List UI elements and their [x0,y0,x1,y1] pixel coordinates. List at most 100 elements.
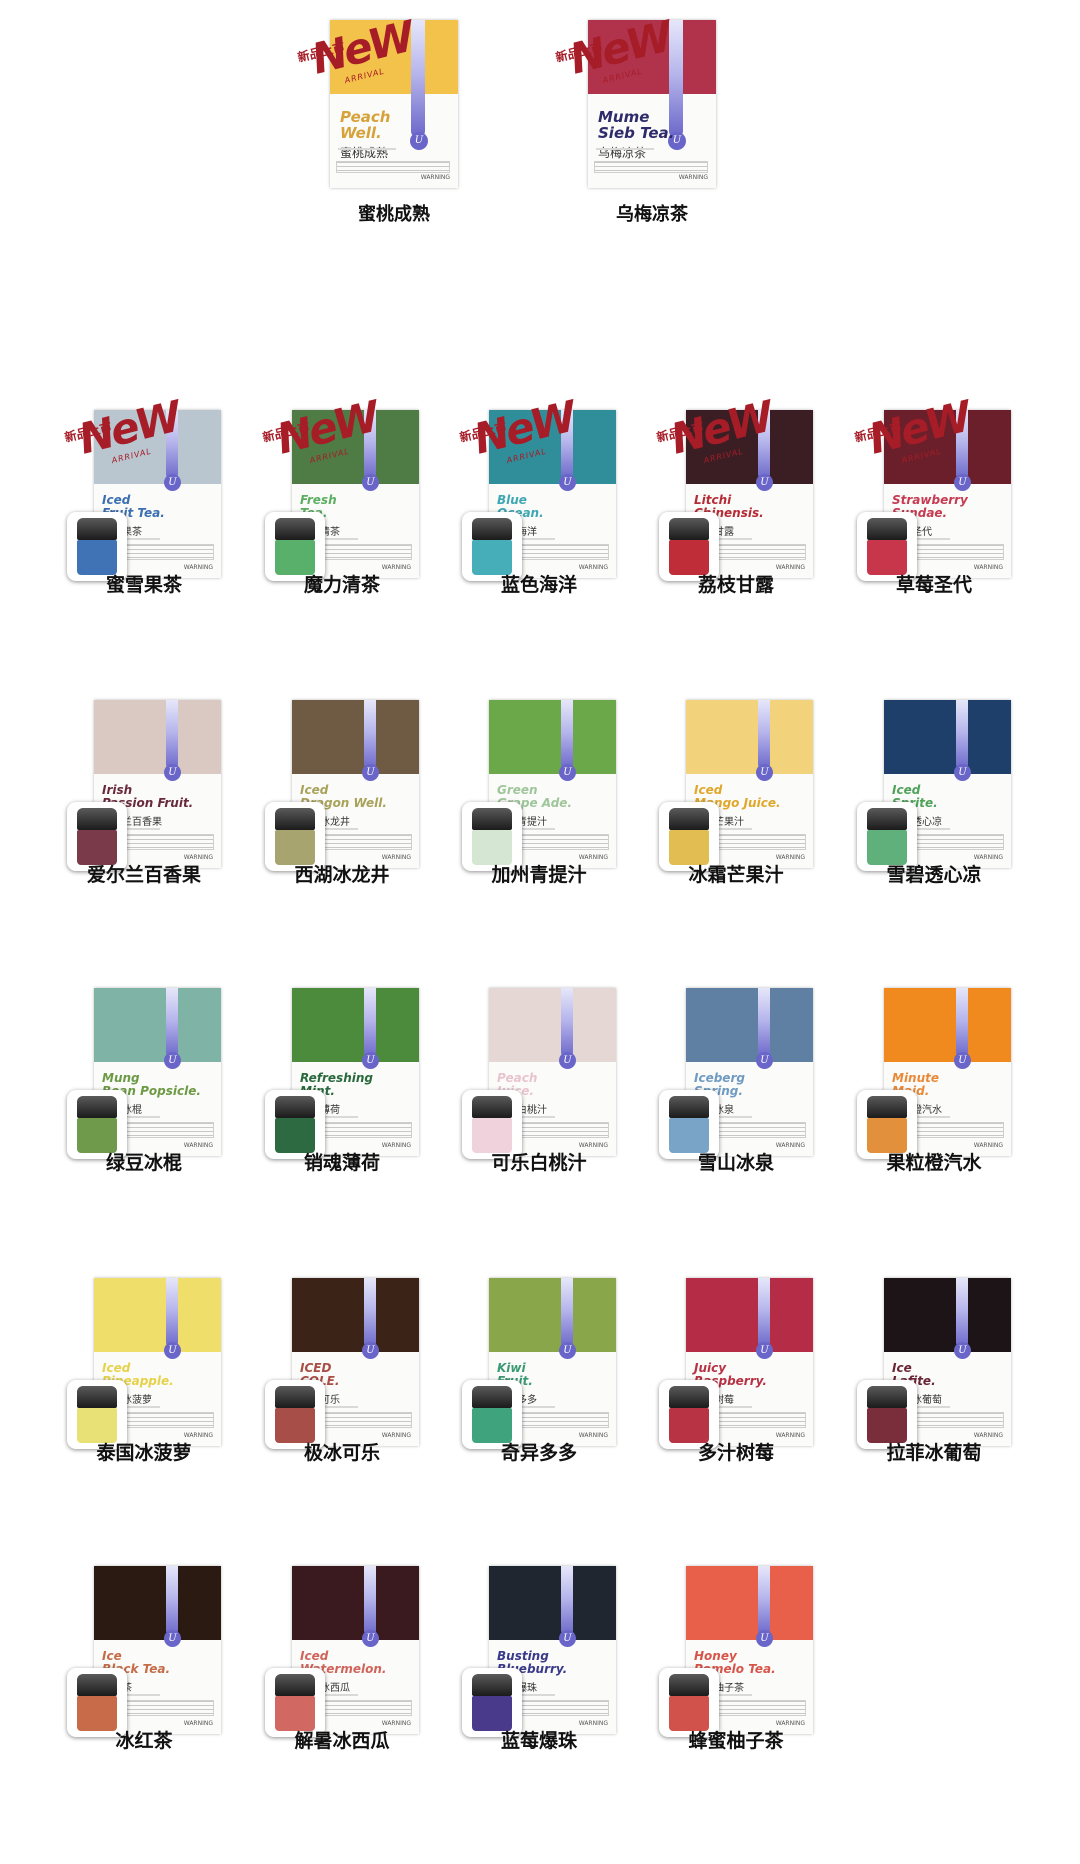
pod-body [275,1408,315,1443]
product-label: 爱尔兰百香果 [86,864,201,886]
product-english-name: Iced Mango Juice. [694,783,781,810]
product-chinese-name: 西湖冰龙井 [300,817,350,828]
product-tile[interactable]: U Ice Black Tea. 冰红茶 WARNING 冰红茶 [67,1566,221,1752]
product-photo [489,410,616,484]
brand-logo-icon: U [164,1342,181,1359]
product-tile[interactable]: U Peach Well. 蜜桃成熟 WARNING 蜜桃成熟 新品上市 NeW… [296,12,460,225]
warning-text: WARNING [678,174,708,181]
product-label: 销魂薄荷 [303,1152,380,1174]
product-tile[interactable]: U Strawberry Sundae. 草莓圣代 WARNING 草莓圣代 新… [853,392,1011,596]
warning-text: WARNING [973,854,1003,861]
product-tile[interactable]: U Litchi Chinensis. 荔枝甘露 WARNING 荔枝甘露 新品… [655,392,813,596]
brand-logo-icon: U [954,1342,971,1359]
product-tile[interactable]: U ICED COLE. 极冰可乐 WARNING 极冰可乐 [265,1278,419,1464]
warning-text: WARNING [578,854,608,861]
product-tile[interactable]: U Iced Watermelon. 解暑冰西瓜 WARNING 解暑冰西瓜 [265,1566,419,1752]
product-label: 雪碧透心凉 [886,864,982,886]
pod-body [669,1696,709,1731]
warning-textbox [594,161,708,173]
product-tile[interactable]: U Iced Mango Juice. 冰霜芒果汁 WARNING 冰霜芒果汁 [659,700,813,886]
product-label: 蜜桃成熟 [358,204,430,225]
product-tile[interactable]: U Iceberg Spring. 雪山冰泉 WARNING 雪山冰泉 [659,988,813,1174]
product-photo [588,20,716,94]
brand-logo-icon: U [559,1052,576,1069]
pod-cap [669,1674,709,1696]
product-english-name: Mume Sieb Tea. [598,108,675,142]
product-tile[interactable]: U Peach Juice. 可乐白桃汁 WARNING 可乐白桃汁 [462,988,616,1174]
product-tile[interactable]: U Busting Blueburry. 蓝莓爆珠 WARNING 蓝莓爆珠 [462,1566,616,1752]
spec-line [102,1694,160,1696]
spec-line [892,1406,950,1408]
product-box: U Iced Pineapple. 泰国冰菠萝 WARNING [94,1278,221,1446]
device-tube [758,988,770,1058]
pod-cartridge-icon [659,512,719,581]
product-tile[interactable]: U Refreshing Mint. 销魂薄荷 WARNING 销魂薄荷 [265,988,419,1174]
pod-body [867,1408,907,1443]
device-tube [166,410,178,480]
device-tube [364,410,376,480]
product-tile[interactable]: U Mume Sieb Tea. 乌梅凉茶 WARNING 乌梅凉茶 新品上市 … [554,12,718,225]
spec-line [694,1406,752,1408]
product-tile[interactable]: U Irish Passion Fruit. 爱尔兰百香果 WARNING 爱尔… [67,700,221,886]
warning-text: WARNING [183,1432,213,1439]
device-tube [758,700,770,770]
brand-logo-icon: U [668,132,686,150]
product-box: U Iced Dragon Well. 西湖冰龙井 WARNING [292,700,419,868]
pod-body [472,1118,512,1153]
product-chinese-name: 雪碧透心凉 [892,817,942,828]
brand-logo-icon: U [410,132,428,150]
product-label: 极冰可乐 [303,1442,380,1464]
brand-logo-icon: U [559,1342,576,1359]
spec-line [694,1116,752,1118]
pod-cartridge-icon [67,802,127,871]
product-tile[interactable]: U Green Grape Ade. 加州青提汁 WARNING 加州青提汁 [462,700,616,886]
product-photo [489,1566,616,1640]
product-label: 可乐白桃汁 [491,1152,587,1174]
product-tile[interactable]: U Juicy Raspberry. 多汁树莓 WARNING 多汁树莓 [659,1278,813,1464]
pod-cap [77,1674,117,1696]
product-photo [489,1278,616,1352]
product-tile[interactable]: U Iced Pineapple. 泰国冰菠萝 WARNING 泰国冰菠萝 [67,1278,221,1464]
warning-text: WARNING [775,854,805,861]
pod-cap [867,1386,907,1408]
device-tube [561,410,573,480]
spec-line [497,1406,555,1408]
product-tile[interactable]: U Fresh Tea. 魔力清茶 WARNING 魔力清茶 新品上市 NeW … [261,392,419,596]
pod-cap [472,1096,512,1118]
pod-body [669,1118,709,1153]
product-tile[interactable]: U Mung Bean Popsicle. 绿豆冰棍 WARNING 绿豆冰棍 [67,988,221,1174]
product-tile[interactable]: U Honey Pomelo Tea. 蜂蜜柚子茶 WARNING 蜂蜜柚子茶 [659,1566,813,1752]
product-tile[interactable]: U Iced Fruit Tea. 蜜雪果茶 WARNING 蜜雪果茶 新品上市… [63,392,221,596]
product-label: 蜜雪果茶 [105,574,182,596]
pod-cap [867,808,907,830]
spec-line [102,1406,160,1408]
spec-line [892,1116,950,1118]
pod-cartridge-icon [67,1380,127,1449]
warning-text: WARNING [381,564,411,571]
pod-cartridge-icon [659,1380,719,1449]
device-tube [561,700,573,770]
product-photo [292,1278,419,1352]
product-label: 蓝色海洋 [500,574,577,596]
product-label: 魔力清茶 [303,574,380,596]
product-photo [292,410,419,484]
pod-cap [867,518,907,540]
device-tube [364,988,376,1058]
product-label: 冰霜芒果汁 [688,864,784,886]
product-tile[interactable]: U Ice Lafite. 拉菲冰葡萄 WARNING 拉菲冰葡萄 [857,1278,1011,1464]
warning-text: WARNING [775,1720,805,1727]
product-chinese-name: 冰霜芒果汁 [694,817,744,828]
product-tile[interactable]: U Iced Dragon Well. 西湖冰龙井 WARNING 西湖冰龙井 [265,700,419,886]
product-photo [884,700,1011,774]
product-photo [686,1278,813,1352]
product-photo [94,410,221,484]
spec-line [497,1116,555,1118]
product-tile[interactable]: U Iced Sprite. 雪碧透心凉 WARNING 雪碧透心凉 [857,700,1011,886]
product-tile[interactable]: U Blue Ocean. 蓝色海洋 WARNING 蓝色海洋 新品上市 NeW… [458,392,616,596]
pod-body [472,1408,512,1443]
product-tile[interactable]: U Kiwi Fruit. 奇异多多 WARNING 奇异多多 [462,1278,616,1464]
pod-cap [275,1096,315,1118]
warning-text: WARNING [183,564,213,571]
product-tile[interactable]: U Minute Maid. 果粒橙汽水 WARNING 果粒橙汽水 [857,988,1011,1174]
warning-text: WARNING [578,1142,608,1149]
